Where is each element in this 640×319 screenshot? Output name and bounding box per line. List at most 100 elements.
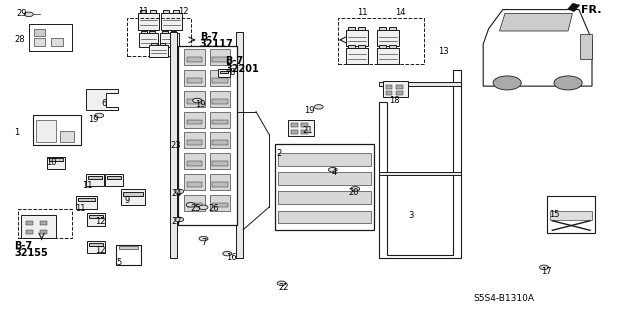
Circle shape <box>277 281 286 286</box>
Bar <box>89 243 103 246</box>
Bar <box>210 195 230 211</box>
Text: 6: 6 <box>101 99 106 108</box>
Bar <box>20 215 56 238</box>
Circle shape <box>328 167 337 172</box>
Text: 19: 19 <box>88 115 99 124</box>
Bar <box>18 209 72 238</box>
Bar <box>288 120 314 136</box>
Text: 27: 27 <box>172 217 182 226</box>
Bar <box>170 31 177 33</box>
Bar <box>348 45 355 48</box>
Text: 7: 7 <box>202 238 207 247</box>
Text: 12: 12 <box>95 217 105 226</box>
Bar <box>212 120 228 124</box>
Circle shape <box>175 217 184 222</box>
Text: 1: 1 <box>14 128 19 137</box>
Bar <box>218 70 230 77</box>
Bar <box>389 27 396 30</box>
Bar <box>278 211 371 223</box>
Bar <box>383 81 408 97</box>
Bar <box>60 131 74 142</box>
Bar <box>26 221 33 225</box>
Bar <box>141 31 147 33</box>
Polygon shape <box>568 3 580 12</box>
Bar <box>151 43 157 46</box>
Bar <box>301 130 308 133</box>
Bar <box>40 221 47 225</box>
Bar <box>34 29 45 36</box>
Bar <box>160 33 179 47</box>
Bar <box>87 213 105 226</box>
Text: 22: 22 <box>278 283 289 292</box>
Bar <box>210 70 230 86</box>
Bar <box>379 27 385 30</box>
Bar <box>33 115 81 145</box>
Bar <box>396 91 403 95</box>
Bar <box>379 82 461 86</box>
Bar <box>170 32 177 258</box>
Text: 11: 11 <box>357 8 367 17</box>
Bar <box>86 174 104 186</box>
Bar <box>212 182 228 187</box>
Bar <box>78 198 95 201</box>
Circle shape <box>351 187 360 191</box>
Bar <box>386 91 392 95</box>
Circle shape <box>314 105 323 109</box>
Text: 29: 29 <box>16 9 26 18</box>
Bar <box>301 123 308 127</box>
Text: 2: 2 <box>276 149 282 158</box>
Bar <box>187 161 202 166</box>
Text: 32117: 32117 <box>200 39 234 49</box>
Bar <box>346 48 369 64</box>
Bar <box>278 191 371 204</box>
Bar <box>184 91 205 107</box>
Bar <box>220 70 228 72</box>
Bar <box>386 85 392 89</box>
Text: 32201: 32201 <box>225 63 259 74</box>
Bar <box>162 31 168 33</box>
Bar <box>173 11 179 13</box>
Bar <box>547 196 595 233</box>
Circle shape <box>199 205 208 210</box>
Text: 32155: 32155 <box>14 248 48 258</box>
Bar <box>210 49 230 65</box>
Bar <box>377 48 399 64</box>
Bar <box>116 245 141 265</box>
Text: 28: 28 <box>14 35 25 44</box>
Text: 21: 21 <box>302 126 312 135</box>
Text: 4: 4 <box>332 168 337 177</box>
Bar <box>184 49 205 65</box>
Text: 5: 5 <box>116 258 122 267</box>
Bar <box>212 203 228 207</box>
Bar <box>160 43 165 46</box>
Bar <box>210 153 230 169</box>
Bar <box>149 45 168 57</box>
Text: 8: 8 <box>229 68 234 77</box>
Text: 15: 15 <box>549 210 559 219</box>
Circle shape <box>223 251 232 256</box>
Bar <box>184 174 205 190</box>
Bar <box>358 45 365 48</box>
Bar <box>139 33 158 47</box>
Bar <box>550 211 592 220</box>
Bar <box>210 112 230 128</box>
Bar <box>389 45 396 48</box>
Polygon shape <box>483 10 592 86</box>
Polygon shape <box>499 13 572 31</box>
Bar <box>107 176 121 179</box>
Circle shape <box>24 12 33 17</box>
Bar <box>212 57 228 62</box>
Text: 11: 11 <box>76 204 86 213</box>
Circle shape <box>540 265 548 270</box>
Bar <box>278 172 371 185</box>
Circle shape <box>95 113 104 118</box>
Bar <box>580 34 592 59</box>
Text: 11: 11 <box>138 7 148 16</box>
Bar <box>379 172 461 175</box>
Text: 19: 19 <box>304 106 314 115</box>
Bar <box>291 123 298 127</box>
Text: 19: 19 <box>195 100 205 109</box>
Bar <box>187 140 202 145</box>
Bar <box>51 38 63 46</box>
Text: 18: 18 <box>389 96 400 105</box>
